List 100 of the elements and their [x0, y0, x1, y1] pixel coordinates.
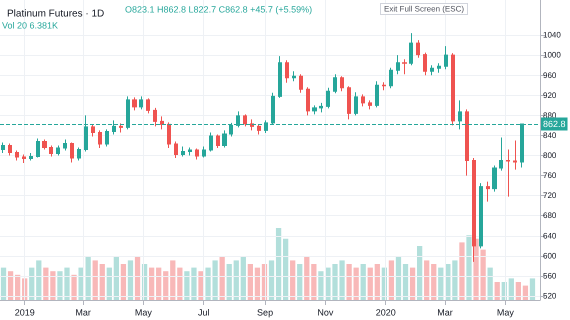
bar [220, 256, 225, 300]
x-tick-label: Sep [257, 308, 274, 318]
candlestick [492, 165, 497, 192]
candlestick [354, 92, 358, 116]
bar [494, 282, 500, 300]
y-tick-label: 760 [543, 171, 557, 180]
y-tick-label: 1000 [543, 50, 562, 60]
candlestick [222, 130, 227, 148]
candlestick [375, 80, 379, 108]
bar [516, 282, 522, 300]
x-tick-label: Mar [75, 308, 91, 318]
y-tick-label: 600 [543, 251, 557, 260]
candlestick [292, 70, 296, 82]
annotation: Exit Full Screen (ESC) [384, 4, 464, 14]
candlestick [430, 64, 434, 76]
candlestick [36, 138, 40, 158]
candlestick [70, 142, 74, 164]
candlestick [56, 144, 60, 156]
y-tick-label: 720 [543, 191, 557, 200]
candlestick [312, 104, 317, 115]
y-tick-label: 840 [543, 130, 557, 140]
candlestick [195, 148, 199, 160]
bar [360, 264, 366, 300]
y-tick-label: 560 [543, 271, 557, 280]
candlestick [513, 140, 517, 170]
candlestick [160, 116, 164, 130]
candlestick [382, 82, 386, 91]
annotation: Vol 20 6.381K [2, 20, 58, 30]
candlestick [389, 67, 393, 89]
candlestick [8, 142, 12, 156]
candlestick [340, 76, 344, 92]
candlestick [209, 132, 213, 152]
text: Platinum Futures · 1D [7, 8, 104, 20]
ref-line-label: 862.8 [543, 119, 566, 130]
y-tick-label: 800 [543, 151, 557, 160]
candlestick [306, 86, 310, 116]
x-tick-label: Mar [437, 308, 453, 318]
candlestick [243, 114, 247, 127]
x-tick-label: 2019 [14, 308, 35, 318]
candlestick [486, 181, 490, 202]
candlestick [15, 150, 19, 162]
bar [396, 256, 402, 300]
candlestick [167, 122, 171, 148]
bar [297, 264, 302, 300]
candlestick [188, 146, 192, 156]
y-tick-label: 680 [543, 211, 557, 220]
bar [282, 238, 288, 300]
bar [134, 256, 140, 300]
candlestick [423, 52, 427, 76]
bar [488, 268, 493, 300]
y-tick-label: 960 [543, 70, 557, 80]
candlestick [257, 124, 261, 135]
candlestick [479, 182, 483, 249]
candlestick [506, 149, 510, 198]
candlestick [146, 98, 150, 114]
candlestick [465, 108, 469, 176]
candlestick [132, 96, 137, 111]
bar [248, 264, 254, 300]
candlestick [202, 146, 206, 158]
candlestick [396, 54, 400, 75]
candlestick [347, 86, 351, 120]
candlestick [49, 144, 53, 158]
candlestick [361, 94, 365, 107]
candlestick [105, 128, 109, 147]
annotation: O823.1 H862.8 L822.7 C862.8 +45.7 (+5.59%) [125, 4, 312, 14]
y-tick-label: 920 [543, 90, 557, 100]
candlestick [299, 74, 303, 94]
x-tick-label: May [496, 308, 514, 318]
candlestick [63, 138, 67, 151]
candlestick [444, 46, 448, 70]
bar [480, 250, 486, 300]
candlestick [29, 152, 33, 162]
candlestick [174, 140, 178, 159]
bar [43, 268, 48, 300]
x-tick-label: 2020 [376, 308, 396, 318]
candlestick [42, 138, 47, 150]
bar [290, 260, 296, 300]
candlestick [499, 136, 503, 172]
y-tick-label: 640 [543, 231, 557, 240]
x-tick-label: Nov [317, 308, 334, 318]
candlestick [333, 74, 337, 94]
candlestick [91, 124, 95, 137]
candlestick [22, 154, 26, 164]
candlestick [326, 87, 330, 109]
bar [438, 268, 444, 300]
candlestick [319, 102, 323, 113]
candlestick [119, 122, 123, 133]
candlestick [285, 60, 289, 84]
candlestick [451, 52, 455, 126]
candlestick [216, 134, 220, 148]
bar [86, 256, 91, 300]
candlestick [153, 107, 157, 127]
x-tick-label: Jul [198, 308, 210, 318]
candlestick [416, 40, 420, 58]
candlestick [98, 130, 102, 148]
candlestick [368, 100, 372, 110]
y-tick-label: 520 [543, 291, 557, 300]
y-tick-label: 1040 [543, 30, 562, 40]
candlestick [409, 32, 413, 66]
candlestick [437, 62, 441, 74]
